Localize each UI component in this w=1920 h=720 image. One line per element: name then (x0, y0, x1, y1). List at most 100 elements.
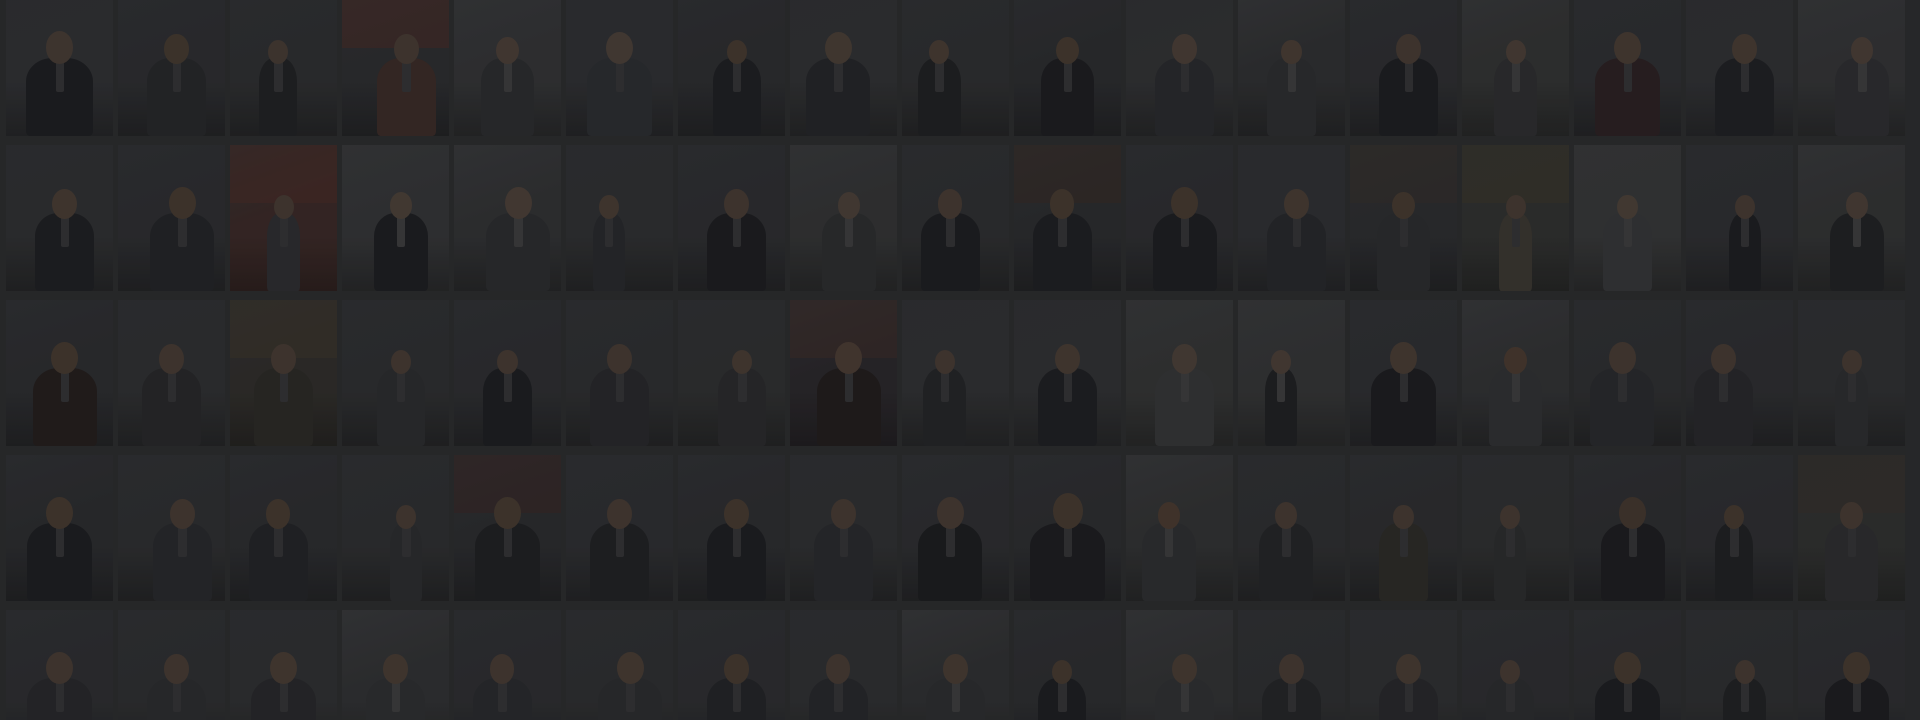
portrait-tile (342, 145, 449, 291)
shirt-collar (60, 368, 70, 402)
shirt-collar (839, 523, 849, 557)
person-head (159, 344, 184, 374)
person-head (831, 499, 856, 529)
shirt-collar (951, 678, 961, 712)
person-head (825, 654, 851, 684)
portrait-tile (6, 0, 113, 136)
portrait-tile (678, 145, 785, 291)
person-head (494, 496, 521, 529)
tile-accent (1462, 145, 1569, 204)
portrait-tile (1462, 0, 1569, 136)
portrait-tile (454, 300, 561, 446)
portrait-tile (1238, 300, 1345, 446)
person-head (1396, 34, 1422, 64)
shirt-collar (1292, 213, 1302, 247)
portrait-tile (1686, 300, 1793, 446)
shirt-collar (178, 523, 187, 557)
person-head (1505, 195, 1526, 219)
portrait-tile (1126, 455, 1233, 601)
portrait-tile (902, 0, 1009, 136)
person-head (1711, 344, 1736, 374)
shirt-collar (514, 213, 523, 247)
person-head (1850, 37, 1874, 64)
shirt-collar (396, 213, 406, 247)
person-head (724, 499, 750, 529)
portrait-tile (1686, 145, 1793, 291)
portrait-tile (1238, 455, 1345, 601)
shirt-collar (1404, 678, 1414, 712)
shirt-collar (1180, 678, 1190, 712)
person-head (1732, 34, 1758, 64)
shirt-collar (834, 58, 843, 92)
shirt-collar (1404, 58, 1414, 92)
portrait-tile (1350, 455, 1457, 601)
portrait-tile (1686, 0, 1793, 136)
shirt-collar (1511, 368, 1521, 402)
person-head (936, 496, 964, 529)
person-head (726, 39, 747, 64)
portrait-tile (118, 300, 225, 446)
portrait-tile (1014, 0, 1121, 136)
shirt-collar (1164, 523, 1174, 557)
shirt-collar (1719, 368, 1728, 402)
portrait-tile (118, 610, 225, 720)
person-head (824, 31, 852, 64)
portrait-tile (454, 455, 561, 601)
portrait-tile (1238, 145, 1345, 291)
portrait-tile (230, 0, 337, 136)
portrait-tile (1574, 610, 1681, 720)
person-head (837, 192, 861, 219)
portrait-tile (1574, 145, 1681, 291)
shirt-collar (1180, 213, 1190, 247)
shirt-collar (732, 678, 742, 712)
person-head (1390, 341, 1417, 374)
portrait-tile (6, 300, 113, 446)
person-head (1052, 493, 1083, 529)
person-head (1279, 654, 1304, 684)
portrait-tile (1686, 455, 1793, 601)
shirt-collar (274, 523, 283, 557)
person-head (1505, 40, 1526, 64)
portrait-tile (118, 145, 225, 291)
person-head (1734, 195, 1755, 219)
person-head (1393, 504, 1414, 529)
person-head (616, 651, 644, 684)
shirt-collar (1276, 368, 1286, 402)
shirt-collar (1506, 678, 1515, 712)
shirt-collar (274, 58, 283, 92)
portrait-tile (1126, 0, 1233, 136)
person-head (1392, 192, 1415, 219)
person-head (732, 349, 753, 374)
portrait-tile (1350, 300, 1457, 446)
portrait-tile (6, 455, 113, 601)
person-head (1614, 651, 1641, 684)
shirt-collar (615, 368, 625, 402)
shirt-collar (1506, 523, 1515, 557)
portrait-tile (1126, 300, 1233, 446)
shirt-collar (1282, 523, 1291, 557)
shirt-collar (626, 678, 635, 712)
person-head (1270, 350, 1291, 374)
shirt-collar (55, 678, 65, 712)
person-head (929, 40, 950, 64)
portrait-tile (1350, 0, 1457, 136)
shirt-collar (1180, 58, 1190, 92)
person-head (168, 186, 196, 219)
shirt-collar (1852, 678, 1862, 712)
person-head (943, 654, 968, 684)
shirt-collar (1399, 368, 1409, 402)
person-head (46, 651, 73, 684)
portrait-tile (1574, 300, 1681, 446)
portrait-tile (1238, 610, 1345, 720)
shirt-collar (55, 58, 65, 92)
shirt-collar (1058, 213, 1067, 247)
shirt-collar (946, 213, 955, 247)
shirt-collar (503, 58, 513, 92)
shirt-collar (279, 678, 289, 712)
person-head (270, 651, 297, 684)
shirt-collar (1730, 523, 1739, 557)
shirt-collar (1287, 678, 1297, 712)
portrait-tile (6, 610, 113, 720)
portrait-tile (678, 0, 785, 136)
person-head (835, 341, 863, 374)
